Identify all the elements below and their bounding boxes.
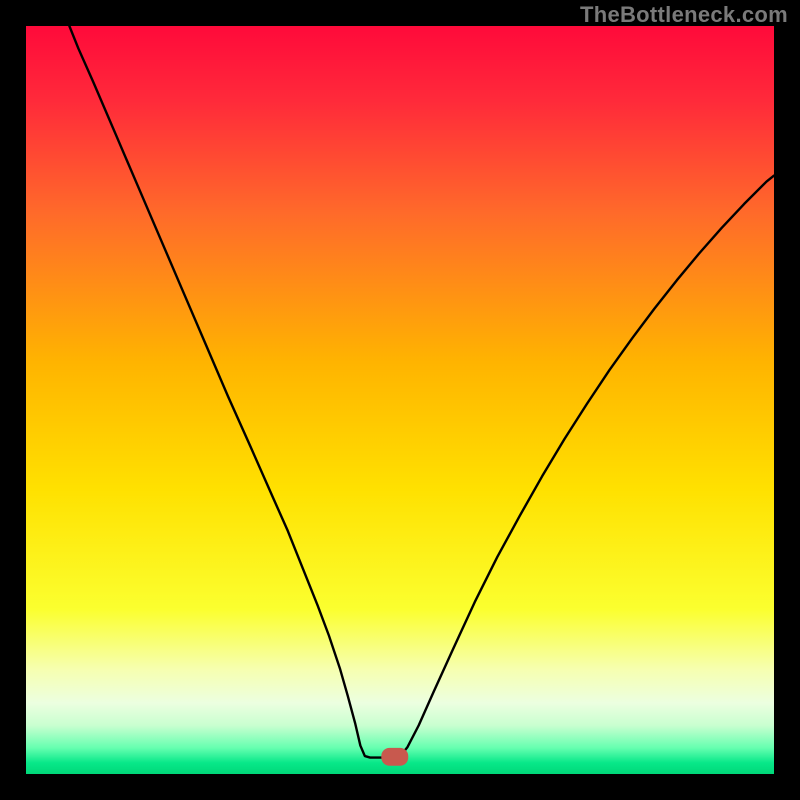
gradient-background — [26, 26, 774, 774]
chart-frame: TheBottleneck.com — [0, 0, 800, 800]
optimum-marker — [381, 748, 408, 766]
bottleneck-chart — [0, 0, 800, 800]
